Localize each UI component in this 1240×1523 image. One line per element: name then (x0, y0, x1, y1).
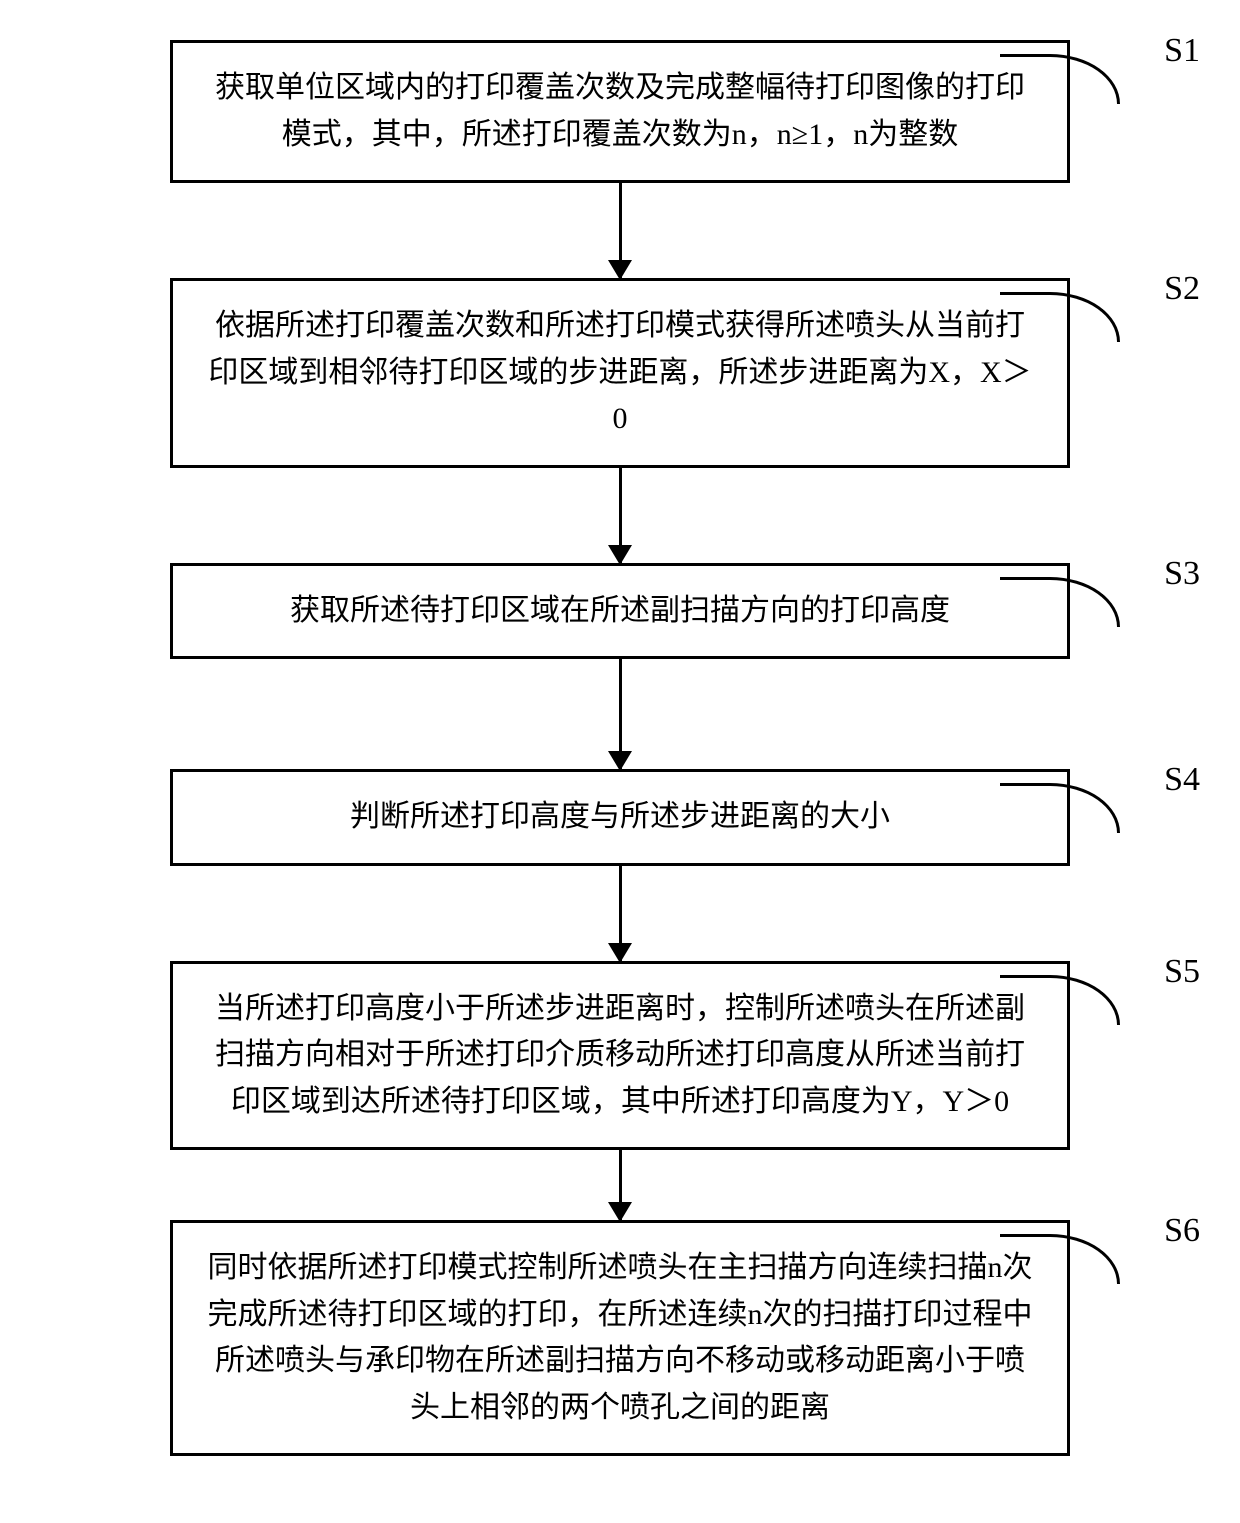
step-label: S1 (1164, 32, 1200, 70)
flow-box: 当所述打印高度小于所述步进距离时，控制所述喷头在所述副扫描方向相对于所述打印介质… (170, 961, 1070, 1151)
flow-arrow (619, 659, 622, 769)
label-connector (1000, 783, 1120, 833)
flow-step-s5: 当所述打印高度小于所述步进距离时，控制所述喷头在所述副扫描方向相对于所述打印介质… (60, 961, 1180, 1151)
step-label: S4 (1164, 761, 1200, 799)
flow-step-s4: 判断所述打印高度与所述步进距离的大小 S4 (60, 769, 1180, 866)
flow-arrow (619, 1150, 622, 1220)
step-label: S2 (1164, 270, 1200, 308)
step-label: S5 (1164, 953, 1200, 991)
flow-box-text: 获取单位区域内的打印覆盖次数及完成整幅待打印图像的打印模式，其中，所述打印覆盖次… (215, 71, 1025, 151)
flow-box-text: 当所述打印高度小于所述步进距离时，控制所述喷头在所述副扫描方向相对于所述打印介质… (215, 992, 1025, 1118)
flow-arrow (619, 866, 622, 961)
flow-step-s2: 依据所述打印覆盖次数和所述打印模式获得所述喷头从当前打印区域到相邻待打印区域的步… (60, 278, 1180, 468)
flow-box-text: 判断所述打印高度与所述步进距离的大小 (350, 800, 890, 833)
flowchart-container: 获取单位区域内的打印覆盖次数及完成整幅待打印图像的打印模式，其中，所述打印覆盖次… (60, 40, 1180, 1456)
flow-box: 同时依据所述打印模式控制所述喷头在主扫描方向连续扫描n次完成所述待打印区域的打印… (170, 1220, 1070, 1456)
flow-box: 依据所述打印覆盖次数和所述打印模式获得所述喷头从当前打印区域到相邻待打印区域的步… (170, 278, 1070, 468)
label-connector (1000, 54, 1120, 104)
flow-box: 获取所述待打印区域在所述副扫描方向的打印高度 (170, 563, 1070, 660)
step-label: S3 (1164, 555, 1200, 593)
label-connector (1000, 1234, 1120, 1284)
flow-step-s6: 同时依据所述打印模式控制所述喷头在主扫描方向连续扫描n次完成所述待打印区域的打印… (60, 1220, 1180, 1456)
flow-step-s1: 获取单位区域内的打印覆盖次数及完成整幅待打印图像的打印模式，其中，所述打印覆盖次… (60, 40, 1180, 183)
flow-box: 判断所述打印高度与所述步进距离的大小 (170, 769, 1070, 866)
flow-arrow (619, 468, 622, 563)
label-connector (1000, 975, 1120, 1025)
flow-box-text: 同时依据所述打印模式控制所述喷头在主扫描方向连续扫描n次完成所述待打印区域的打印… (208, 1251, 1033, 1424)
label-connector (1000, 292, 1120, 342)
flow-box: 获取单位区域内的打印覆盖次数及完成整幅待打印图像的打印模式，其中，所述打印覆盖次… (170, 40, 1070, 183)
label-connector (1000, 577, 1120, 627)
step-label: S6 (1164, 1212, 1200, 1250)
flow-box-text: 获取所述待打印区域在所述副扫描方向的打印高度 (290, 594, 950, 627)
flow-arrow (619, 183, 622, 278)
flow-step-s3: 获取所述待打印区域在所述副扫描方向的打印高度 S3 (60, 563, 1180, 660)
flow-box-text: 依据所述打印覆盖次数和所述打印模式获得所述喷头从当前打印区域到相邻待打印区域的步… (208, 309, 1031, 435)
